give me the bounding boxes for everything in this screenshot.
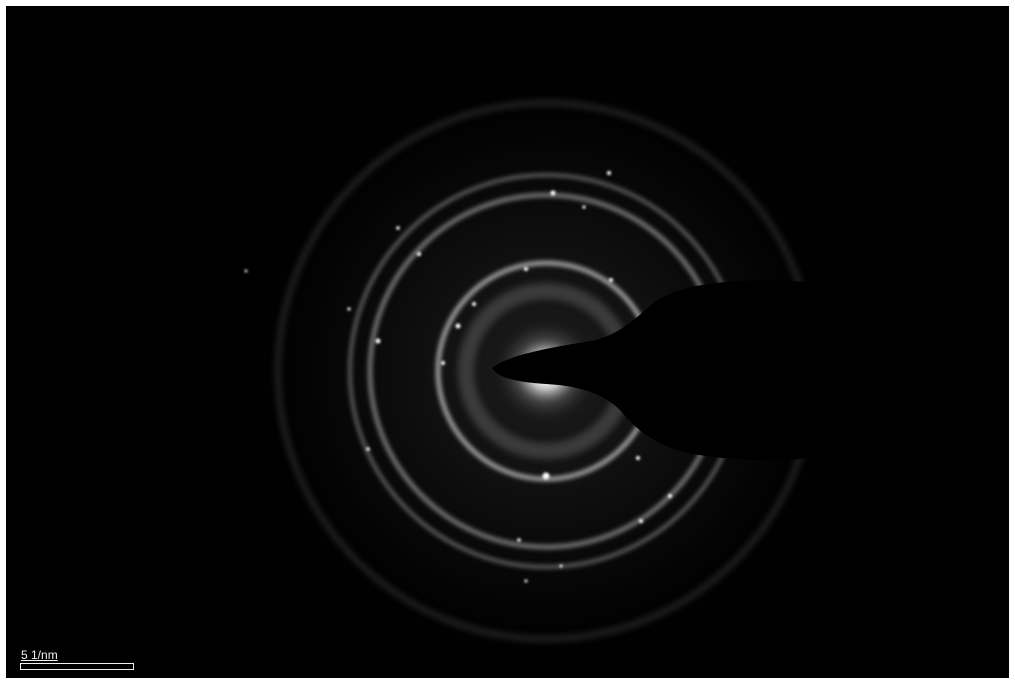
scale-bar-label: 5 1/nm <box>21 648 58 662</box>
scale-bar <box>20 663 134 670</box>
diffraction-image: 5 1/nm <box>6 6 1009 678</box>
beam-stop <box>492 280 924 461</box>
diffraction-spots <box>244 171 672 583</box>
diffraction-pattern <box>216 41 924 678</box>
